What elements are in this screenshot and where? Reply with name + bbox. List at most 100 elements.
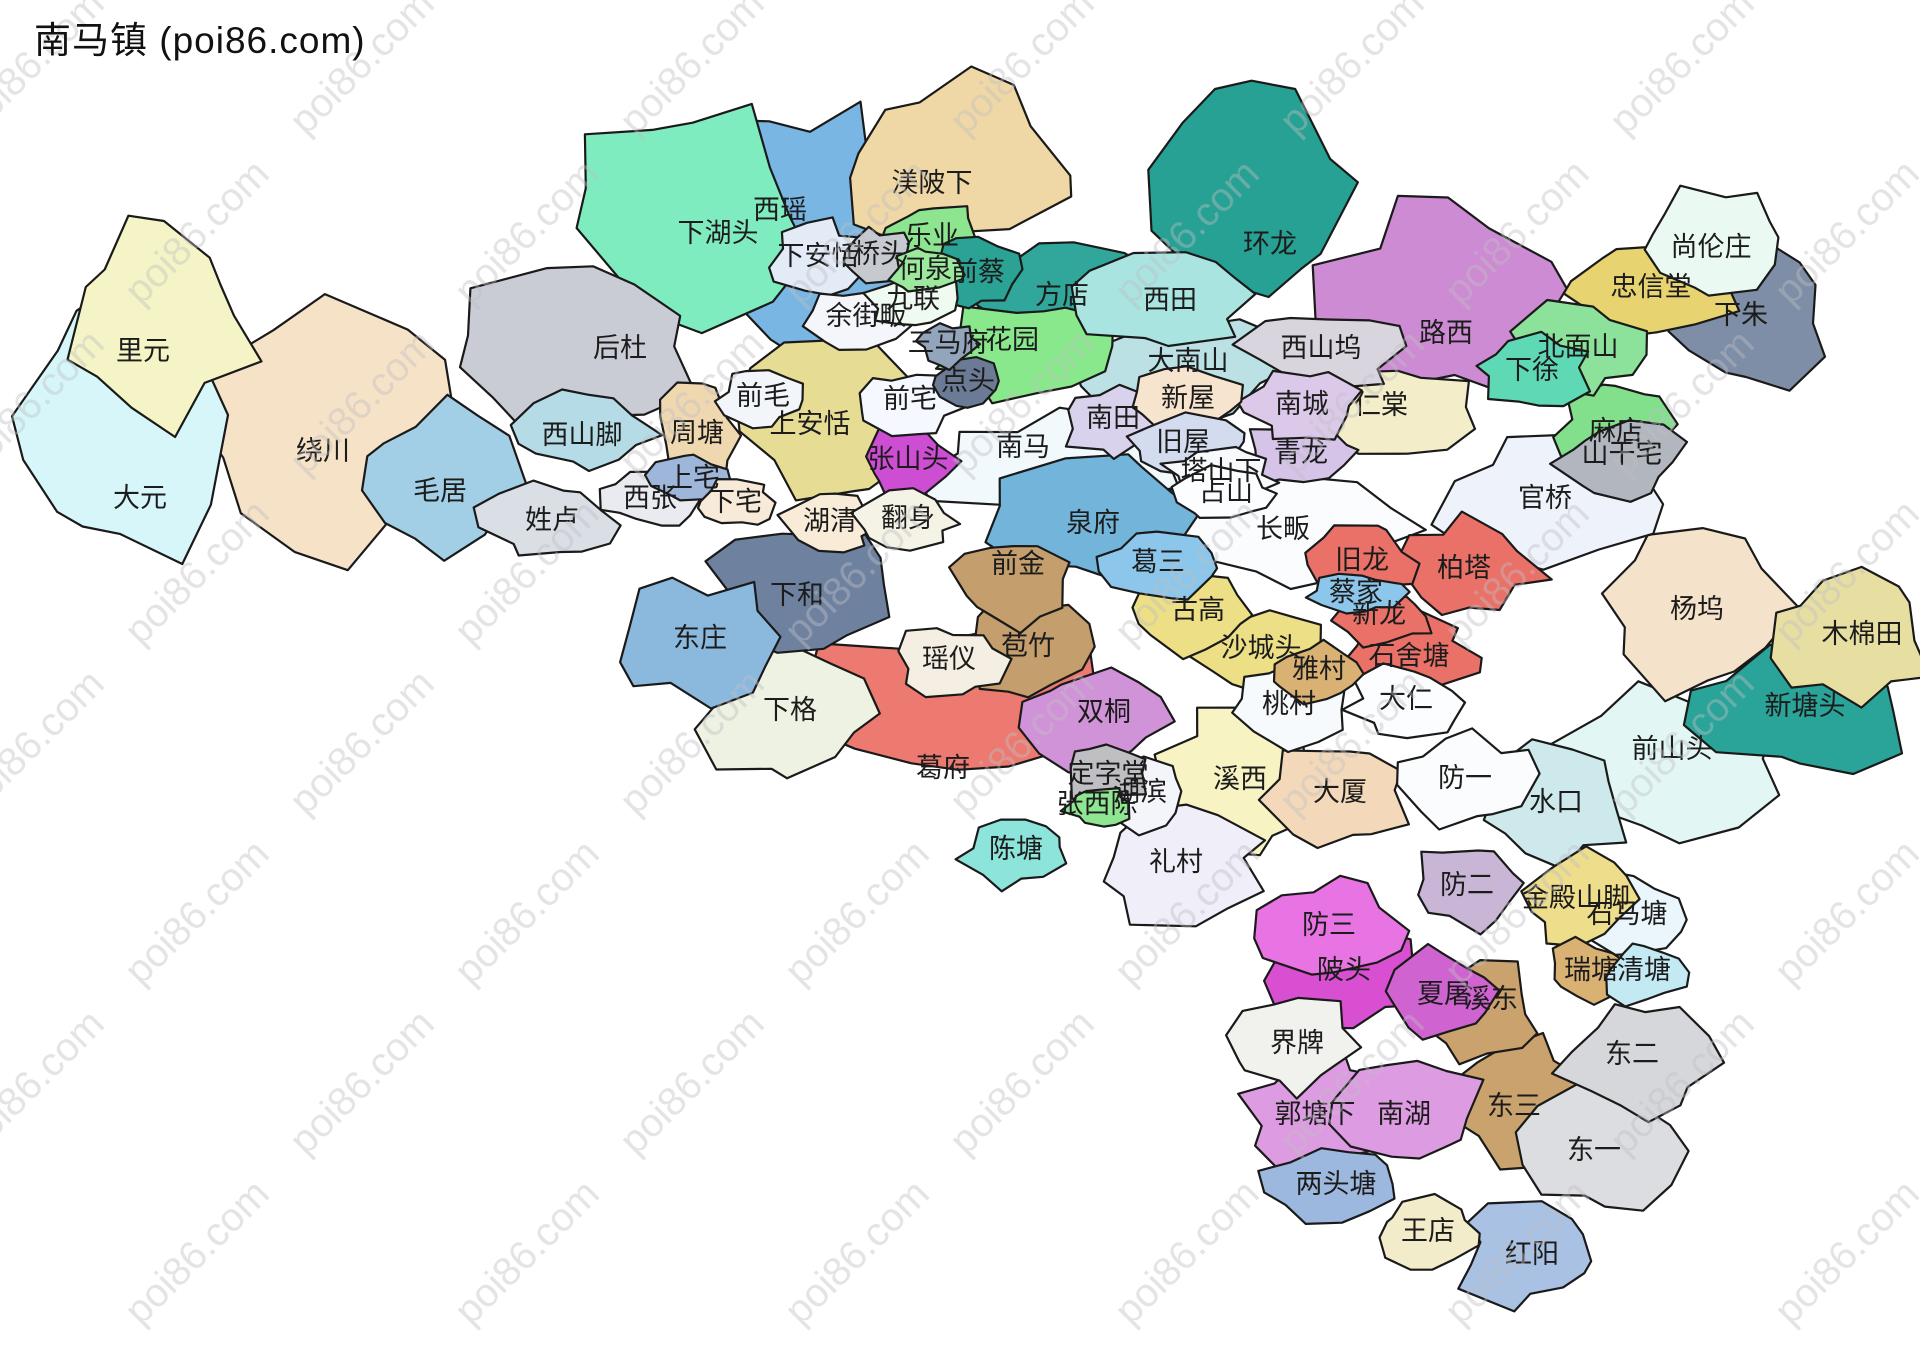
region-尚伦庄[interactable]: [1643, 184, 1780, 297]
region-山干宅[interactable]: [1549, 419, 1689, 503]
region-label-蔡家: 蔡家: [1329, 577, 1383, 607]
region-label-石马塘: 石马塘: [1587, 899, 1668, 929]
region-下宅[interactable]: [696, 478, 777, 526]
region-环龙[interactable]: [1147, 79, 1359, 299]
region-label-界牌: 界牌: [1270, 1028, 1324, 1058]
region-label-木棉田: 木棉田: [1822, 619, 1903, 649]
region-label-沙城头: 沙城头: [1221, 633, 1302, 663]
region-label-翻身: 翻身: [881, 503, 935, 533]
region-label-红阳: 红阳: [1505, 1239, 1559, 1269]
region-西田[interactable]: [1070, 251, 1257, 348]
region-下湖头[interactable]: [575, 102, 811, 335]
region-姓卢[interactable]: [472, 479, 622, 557]
region-label-何泉: 何泉: [898, 254, 952, 284]
region-label-西瑶: 西瑶: [753, 195, 807, 225]
region-label-瑞塘: 瑞塘: [1564, 955, 1618, 985]
region-label-前金: 前金: [991, 549, 1045, 579]
region-西山脚[interactable]: [509, 388, 664, 473]
region-label-东庄: 东庄: [673, 623, 727, 653]
region-防二[interactable]: [1417, 849, 1525, 936]
region-占山[interactable]: [1170, 464, 1278, 519]
region-label-东三: 东三: [1487, 1091, 1541, 1121]
region-大厦[interactable]: [1257, 749, 1410, 850]
region-label-山干宅: 山干宅: [1582, 439, 1663, 469]
region-夏屠[interactable]: [1384, 942, 1501, 1041]
region-label-清塘: 清塘: [1617, 955, 1671, 985]
region-label-余街畈: 余街畈: [826, 301, 907, 331]
region-大仁[interactable]: [1341, 662, 1467, 740]
region-南城[interactable]: [1236, 369, 1363, 441]
region-礼村[interactable]: [1102, 803, 1267, 928]
region-label-环龙: 环龙: [1243, 229, 1297, 259]
region-木棉田[interactable]: [1769, 565, 1920, 709]
region-label-西张: 西张: [623, 483, 677, 513]
region-label-礼村: 礼村: [1149, 847, 1203, 877]
region-label-金殿山脚: 金殿山脚: [1522, 883, 1630, 913]
region-陈塘[interactable]: [954, 818, 1068, 893]
region-label-旧龙: 旧龙: [1335, 545, 1389, 575]
region-label-毛居: 毛居: [413, 476, 467, 506]
region-label-西田: 西田: [1143, 285, 1197, 315]
region-三马府[interactable]: [914, 322, 982, 372]
region-张西陈[interactable]: [1059, 787, 1131, 828]
region-东二[interactable]: [1550, 1003, 1726, 1124]
region-label-周塘: 周塘: [670, 418, 724, 448]
region-界牌[interactable]: [1225, 996, 1363, 1100]
region-label-两头塘: 两头塘: [1296, 1169, 1377, 1199]
region-瑶仪[interactable]: [897, 627, 1013, 699]
region-防三[interactable]: [1253, 874, 1411, 976]
region-防一[interactable]: [1396, 727, 1541, 831]
region-何泉[interactable]: [887, 246, 966, 293]
region-label-旧屋: 旧屋: [1156, 427, 1210, 457]
region-label-新屋: 新屋: [1161, 383, 1215, 413]
region-label-柏塔: 柏塔: [1437, 553, 1491, 583]
region-label-东一: 东一: [1567, 1135, 1621, 1165]
region-label-麻店: 麻店: [1589, 416, 1643, 446]
region-两头塘[interactable]: [1257, 1147, 1396, 1225]
region-下安恬[interactable]: [768, 216, 876, 297]
region-王店[interactable]: [1378, 1192, 1481, 1271]
region-label-下徐: 下徐: [1505, 355, 1559, 385]
region-label-防一: 防一: [1438, 763, 1492, 793]
region-里元[interactable]: [66, 214, 263, 439]
region-label-南湖: 南湖: [1377, 1099, 1431, 1129]
region-label-杨坞: 杨坞: [1670, 594, 1724, 624]
region-葛三[interactable]: [1095, 530, 1219, 601]
region-label-下湖头: 下湖头: [678, 218, 759, 248]
region-label-花园: 花园: [985, 325, 1039, 355]
region-label-东二: 东二: [1605, 1039, 1659, 1069]
region-label-后杜: 后杜: [593, 333, 647, 363]
region-金殿山脚[interactable]: [1520, 845, 1641, 948]
region-label-西山坞: 西山坞: [1281, 333, 1362, 363]
region-前毛[interactable]: [713, 369, 804, 430]
region-雅村[interactable]: [1272, 638, 1365, 706]
region-label-张西陈: 张西陈: [1057, 789, 1138, 819]
region-红阳[interactable]: [1457, 1200, 1593, 1313]
region-label-新龙: 新龙: [1352, 599, 1406, 629]
region-label-长畈: 长畈: [1256, 514, 1310, 544]
region-label-乐业: 乐业: [905, 221, 959, 251]
region-label-北面山: 北面山: [1538, 332, 1619, 362]
region-label-古高: 古高: [1171, 595, 1225, 625]
region-渼陂下[interactable]: [849, 65, 1073, 252]
region-label-九联: 九联: [886, 284, 940, 314]
region-清塘[interactable]: [1605, 942, 1691, 1008]
region-前金[interactable]: [948, 545, 1071, 635]
region-蔡家[interactable]: [1304, 572, 1411, 615]
region-label-水口: 水口: [1529, 787, 1583, 817]
region-东庄[interactable]: [619, 576, 782, 710]
region-label-前毛: 前毛: [736, 381, 790, 411]
region-南湖[interactable]: [1328, 1059, 1485, 1160]
region-西山坞[interactable]: [1231, 316, 1408, 390]
region-label-葛三: 葛三: [1131, 547, 1185, 577]
region-杨坞[interactable]: [1600, 527, 1800, 703]
region-label-双桐: 双桐: [1077, 697, 1131, 727]
region-label-夏屠: 夏屠: [1417, 979, 1471, 1009]
region-label-南城: 南城: [1275, 389, 1329, 419]
region-label-大元: 大元: [113, 483, 167, 513]
region-下徐[interactable]: [1475, 330, 1592, 408]
region-label-桥头: 桥头: [853, 239, 907, 269]
region-label-里元: 里元: [116, 336, 170, 366]
region-翻身[interactable]: [850, 487, 962, 552]
